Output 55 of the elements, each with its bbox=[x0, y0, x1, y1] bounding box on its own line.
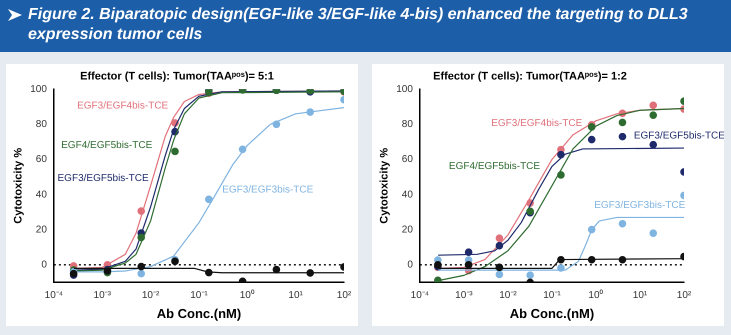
point bbox=[649, 229, 658, 238]
y-tick-label: 80 bbox=[36, 119, 48, 130]
series-label: EGF3/EGF3bis-TCE bbox=[222, 184, 314, 196]
y-tick-label: 40 bbox=[402, 189, 414, 200]
y-tick-label: 60 bbox=[402, 154, 414, 166]
y-tick-label: 0 bbox=[407, 260, 414, 271]
x-tick-label: 10² bbox=[336, 290, 352, 302]
text: EGF3/EGF5bis-TCE bbox=[58, 172, 149, 184]
x-tick-label: 10¹ bbox=[632, 290, 648, 302]
series-label: EGF4/EGF5bis-TCE bbox=[61, 140, 153, 151]
x-tick-label: 10¹ bbox=[288, 290, 304, 302]
x-tick-label: 10² bbox=[676, 290, 692, 302]
point bbox=[526, 271, 534, 279]
series-label: EGF4/EGF5bis-TCE bbox=[448, 161, 540, 172]
point bbox=[618, 118, 626, 126]
y-axis-title: Cytotoxicity % bbox=[12, 148, 25, 224]
point bbox=[496, 270, 504, 278]
point bbox=[171, 148, 179, 156]
y-axis-title: Cytotoxicity % bbox=[378, 148, 391, 224]
x-tick-label: 10⁻⁴ bbox=[410, 290, 430, 302]
point bbox=[434, 276, 442, 282]
point bbox=[137, 270, 146, 278]
y-tick-label: 40 bbox=[36, 189, 48, 200]
series-label: EGF3/EGF4bis-TCE bbox=[77, 100, 169, 112]
x-tick-label: 10⁻² bbox=[142, 290, 160, 302]
point bbox=[496, 234, 504, 242]
series-label: EGF3/EGF4bis-TCE bbox=[491, 118, 583, 129]
y-tick-label: 100 bbox=[396, 84, 414, 95]
chart-title: Figure 2. Biparatopic design(EGF-like 3/EGF-like 4-bis) enhanced the targeting to DLL3 expression tumor cells bbox=[28, 6, 688, 43]
y-tick-label: 20 bbox=[402, 224, 414, 236]
point bbox=[649, 102, 658, 110]
y-tick-label: 80 bbox=[402, 119, 414, 130]
chart-title: Effector (T cells): Tumor(TAAᵖᵒˢ)= 1:2 bbox=[433, 70, 627, 83]
point bbox=[618, 220, 626, 228]
x-tick-label: 10⁻³ bbox=[94, 290, 112, 302]
x-tick-label: 10⁻¹ bbox=[190, 290, 208, 302]
x-tick-label: 10⁻² bbox=[499, 290, 518, 302]
point bbox=[649, 111, 658, 119]
point bbox=[649, 140, 658, 148]
series-label: EGF3/EGF3bis-TCE bbox=[594, 200, 686, 211]
x-axis-title: Ab Conc.(nM) bbox=[510, 306, 594, 321]
chart-subtitle: Effector (T cells): Tumor(TAAᵖᵒˢ)= 5:1 bbox=[80, 70, 274, 83]
point bbox=[205, 196, 213, 204]
y-tick-label: 20 bbox=[36, 224, 48, 236]
x-axis-title: Ab Conc.(nM) bbox=[156, 306, 242, 321]
x-tick-label: 10⁻⁴ bbox=[44, 290, 64, 302]
point bbox=[618, 132, 626, 140]
x-tick-label: 10⁰ bbox=[588, 289, 604, 302]
x-tick-label: 10⁰ bbox=[240, 289, 255, 302]
y-tick-label: 0 bbox=[41, 260, 48, 271]
x-tick-label: 10⁻³ bbox=[455, 290, 474, 302]
point bbox=[588, 136, 596, 144]
y-tick-label: 100 bbox=[30, 84, 48, 95]
x-tick-label: 10⁻¹ bbox=[543, 290, 562, 302]
y-tick-label: 60 bbox=[36, 154, 48, 166]
